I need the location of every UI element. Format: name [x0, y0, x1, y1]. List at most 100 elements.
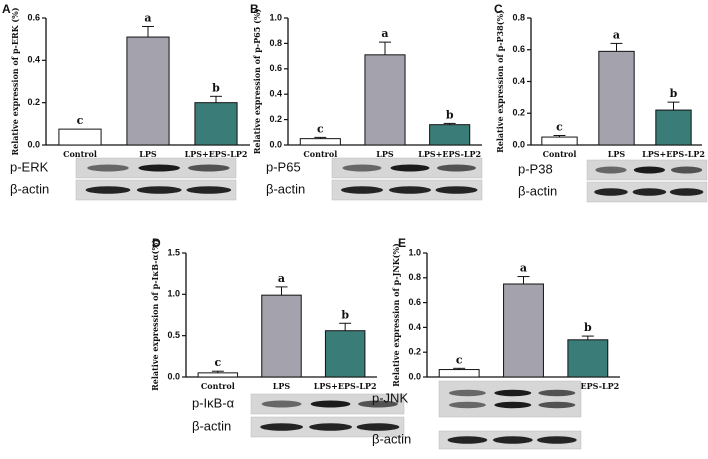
- blot-band: [309, 423, 352, 431]
- panel-letter: B: [250, 2, 259, 16]
- y-tick-label: 0.8: [408, 272, 421, 282]
- panel-d: D 0.0 0.5 1.0 1.5 Relative expression of p-Iκ…: [150, 236, 405, 438]
- blot-band: [136, 186, 182, 194]
- x-tick-label: LPS: [273, 381, 291, 391]
- x-tick-label: LPS+EPS-LP2: [185, 149, 248, 159]
- blot-label-actin: β-actin: [10, 181, 49, 196]
- blot-band: [389, 186, 431, 194]
- blot-band: [390, 164, 430, 172]
- y-tick-label: 0.6: [27, 12, 40, 22]
- x-tick-label: LPS+EPS-LP2: [556, 381, 619, 391]
- y-tick-label: 1.0: [167, 289, 180, 299]
- bar-control: [299, 138, 341, 146]
- significance-letter: c: [556, 120, 563, 133]
- bar-control: [541, 136, 578, 146]
- y-tick-label: 0.2: [512, 108, 525, 118]
- bar-lps: [126, 36, 170, 146]
- y-axis-label: Relative expression of p-P65 (%): [252, 9, 262, 155]
- y-tick-label: 0.6: [269, 63, 282, 73]
- blot-band: [538, 389, 576, 397]
- y-tick-label: 1.0: [408, 247, 421, 257]
- y-tick-label: 0.0: [27, 139, 40, 149]
- significance-letter: a: [278, 272, 285, 285]
- blot-band: [494, 389, 532, 397]
- blot-band: [356, 423, 400, 431]
- y-tick-label: 0.4: [408, 322, 421, 332]
- blot-band: [310, 400, 351, 408]
- blot-band: [358, 400, 398, 408]
- y-tick-label: 0.2: [408, 347, 421, 357]
- blot-label-actin: β-actin: [192, 418, 231, 433]
- western-blot: p-ERK β-actin: [10, 157, 237, 201]
- x-tick-label: LPS+EPS-LP2: [314, 381, 377, 391]
- panel-letter: E: [398, 236, 406, 250]
- blot-label-actin: β-actin: [372, 431, 411, 446]
- blot-band: [435, 186, 478, 194]
- western-blot: p-P38 β-actin: [518, 159, 708, 203]
- blot-label-phospho: p-ERK: [10, 159, 49, 174]
- y-tick-label: 0.6: [408, 297, 421, 307]
- western-blot: p-JNK β-actin: [372, 380, 582, 450]
- blot-band: [448, 401, 486, 409]
- blot-band: [85, 186, 131, 194]
- blot-band: [437, 164, 476, 172]
- significance-letter: c: [77, 114, 84, 127]
- significance-letter: a: [520, 262, 527, 275]
- bar-lps-eps-lp2: [655, 109, 692, 146]
- bar-lps-eps-lp2: [194, 102, 238, 146]
- x-tick-label: LPS: [376, 149, 394, 159]
- blot-label-phospho: p-JNK: [372, 390, 408, 405]
- significance-letter: a: [381, 27, 388, 40]
- western-blot: p-P65 β-actin: [266, 157, 483, 201]
- y-tick-label: 0.4: [512, 76, 525, 86]
- panel-e: E 0.0 0.2 0.4 0.6 0.8 1.0 Relative expression o…: [372, 236, 620, 450]
- significance-letter: c: [456, 353, 463, 366]
- bar-lps: [598, 50, 635, 146]
- y-tick-label: 0.0: [512, 139, 525, 149]
- y-tick-label: 0.0: [269, 139, 282, 149]
- blot-band: [87, 164, 129, 172]
- significance-letter: b: [212, 81, 220, 94]
- blot-band: [138, 164, 180, 172]
- significance-letter: a: [613, 28, 620, 41]
- bar-control: [438, 369, 480, 378]
- x-tick-label: LPS+EPS-LP2: [642, 149, 705, 159]
- blot-band: [594, 188, 628, 196]
- x-tick-label: Control: [303, 149, 337, 159]
- y-tick-label: 1.0: [269, 12, 282, 22]
- y-tick-label: 0.0: [167, 371, 180, 381]
- y-tick-label: 0.8: [512, 12, 525, 22]
- blot-label-phospho: p-IκB-α: [192, 395, 235, 410]
- x-tick-label: Control: [543, 149, 577, 159]
- bar-control: [197, 372, 239, 378]
- blot-band: [671, 166, 703, 174]
- x-tick-label: Control: [201, 381, 235, 391]
- blot-band: [538, 401, 576, 409]
- significance-letter: b: [341, 308, 349, 321]
- x-tick-label: Control: [63, 149, 97, 159]
- panel-letter: A: [2, 2, 11, 16]
- significance-letter: c: [317, 122, 324, 135]
- y-tick-label: 0.5: [167, 330, 180, 340]
- blot-row-phospho: [438, 380, 582, 418]
- blot-band: [632, 188, 667, 196]
- y-tick-label: 0.4: [269, 89, 282, 99]
- blot-band: [186, 186, 232, 194]
- bar-lps-eps-lp2: [429, 124, 471, 146]
- blot-band: [261, 400, 302, 408]
- blot-band: [447, 436, 488, 444]
- blot-band: [536, 436, 577, 444]
- panel-letter: C: [494, 2, 503, 16]
- blot-band: [494, 401, 532, 409]
- y-tick-label: 0.6: [512, 44, 525, 54]
- bar-lps: [503, 283, 544, 378]
- y-tick-label: 0.8: [269, 38, 282, 48]
- blot-band: [342, 164, 382, 172]
- bar-control: [58, 128, 102, 146]
- y-tick-label: 0.2: [269, 114, 282, 124]
- blot-band: [188, 164, 230, 172]
- y-tick-label: 0.4: [27, 55, 40, 65]
- panel-letter: D: [152, 236, 161, 250]
- blot-band: [260, 423, 304, 431]
- blot-label-actin: β-actin: [266, 181, 305, 196]
